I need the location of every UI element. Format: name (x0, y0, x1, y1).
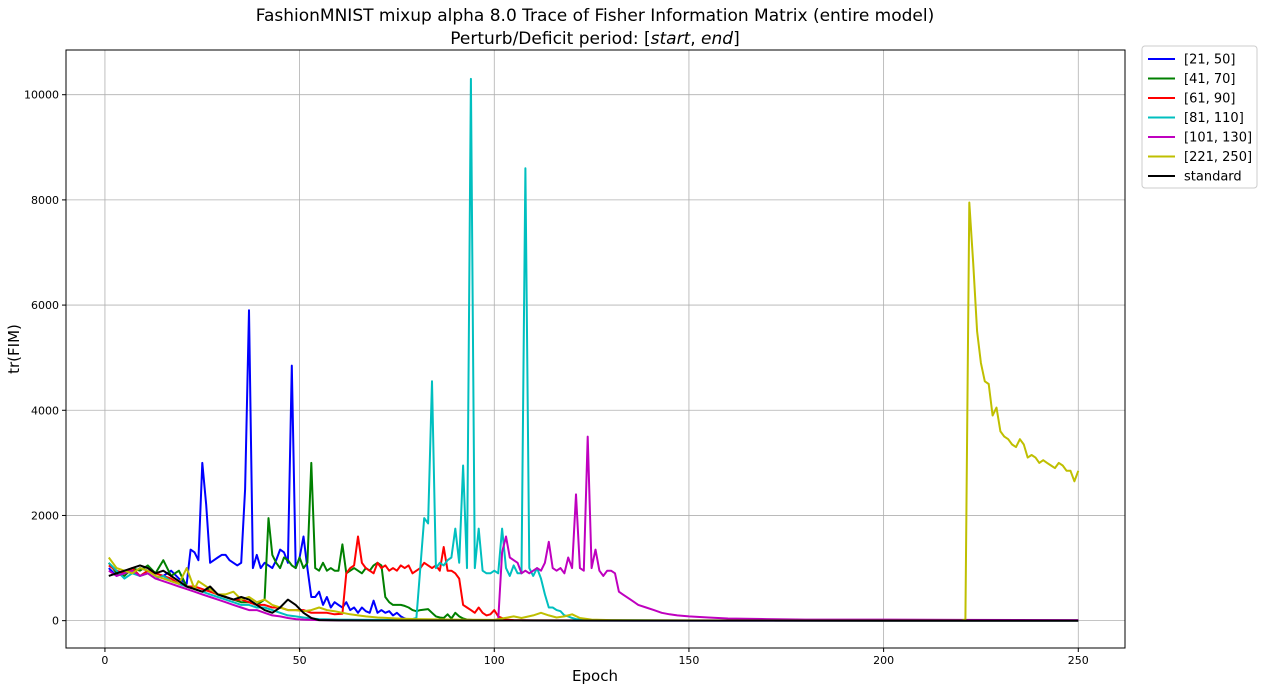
series-lines (107, 77, 1080, 622)
x-axis-label: Epoch (572, 667, 618, 685)
series-line-6 (108, 564, 1079, 622)
legend-label-0: [21, 50] (1184, 53, 1236, 68)
legend-label-4: [101, 130] (1184, 131, 1252, 146)
legend-label-1: [41, 70] (1184, 72, 1236, 87)
y-tick-label: 8000 (31, 194, 59, 207)
x-tick-label: 0 (101, 654, 108, 667)
y-tick-label: 0 (52, 615, 59, 628)
series-line-0 (108, 309, 1079, 622)
plot-area-frame (65, 49, 1126, 649)
legend-frame (1141, 45, 1258, 189)
series-line-5 (107, 201, 1080, 622)
series-line-2 (108, 535, 1079, 622)
y-tick-label: 6000 (31, 299, 59, 312)
series-line-1 (107, 461, 1079, 622)
x-tick-label: 200 (873, 654, 894, 667)
x-tick-label: 250 (1068, 654, 1089, 667)
legend-label-6: standard (1184, 170, 1242, 185)
title-start: start (651, 29, 692, 49)
legend-label-2: [61, 90] (1184, 92, 1236, 107)
y-tick-label: 10000 (24, 89, 59, 102)
chart-title-line2: Perturb/Deficit period: [start, end] (450, 29, 739, 49)
x-tick-label: 50 (293, 654, 307, 667)
title-sep: , (690, 29, 701, 49)
legend-label-5: [221, 250] (1184, 150, 1252, 165)
grid-lines (66, 50, 1125, 648)
legend: [21, 50] [41, 70] [61, 90] [81, 110] [101, 1… (1141, 45, 1258, 189)
x-tick-label: 150 (678, 654, 699, 667)
axis-ticks: 0 50 100 150 200 250 0 2000 4000 6000 8000 10000 (24, 89, 1089, 667)
y-axis-label: tr(FIM) (5, 324, 23, 374)
title-prefix: Perturb/Deficit period: [ (450, 29, 650, 49)
series-line-3 (108, 77, 1079, 622)
legend-label-3: [81, 110] (1184, 111, 1244, 126)
y-tick-label: 2000 (31, 509, 59, 522)
y-tick-label: 4000 (31, 404, 59, 417)
title-suffix: ] (733, 29, 740, 49)
title-end: end (701, 29, 733, 49)
series-line-4 (108, 435, 1079, 622)
x-tick-label: 100 (484, 654, 505, 667)
chart-title-line1: FashionMNIST mixup alpha 8.0 Trace of Fi… (256, 6, 935, 26)
